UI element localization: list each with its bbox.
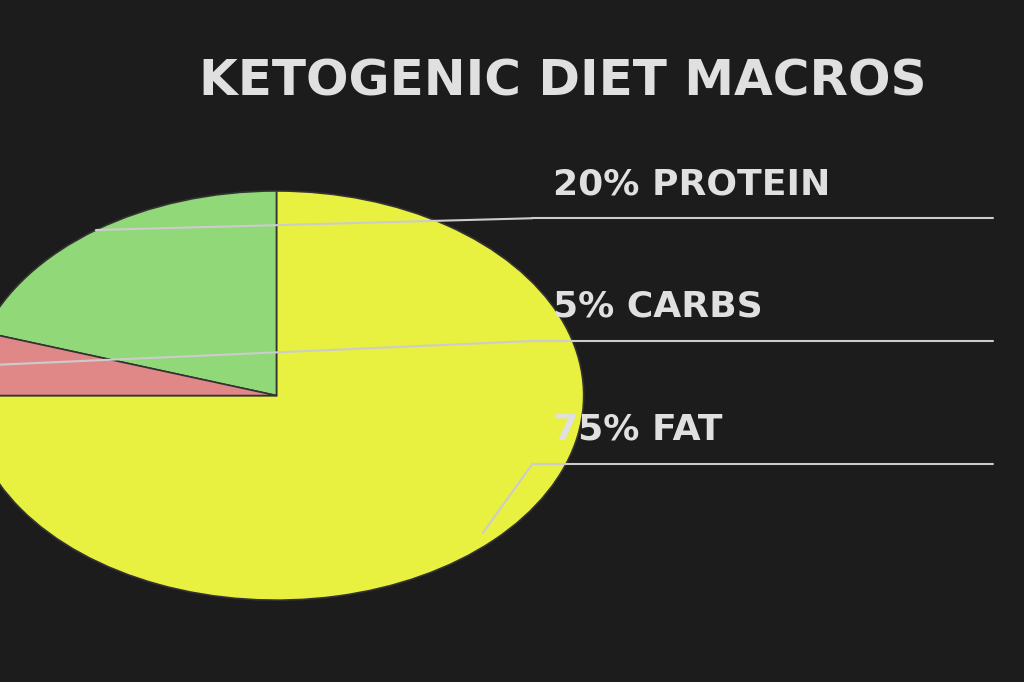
Text: 5% CARBS: 5% CARBS xyxy=(553,290,763,324)
Text: 75% FAT: 75% FAT xyxy=(553,413,723,447)
Wedge shape xyxy=(0,191,584,600)
Text: KETOGENIC DIET MACROS: KETOGENIC DIET MACROS xyxy=(200,58,927,106)
Wedge shape xyxy=(0,191,276,396)
Wedge shape xyxy=(0,332,276,396)
Text: 20% PROTEIN: 20% PROTEIN xyxy=(553,167,830,201)
